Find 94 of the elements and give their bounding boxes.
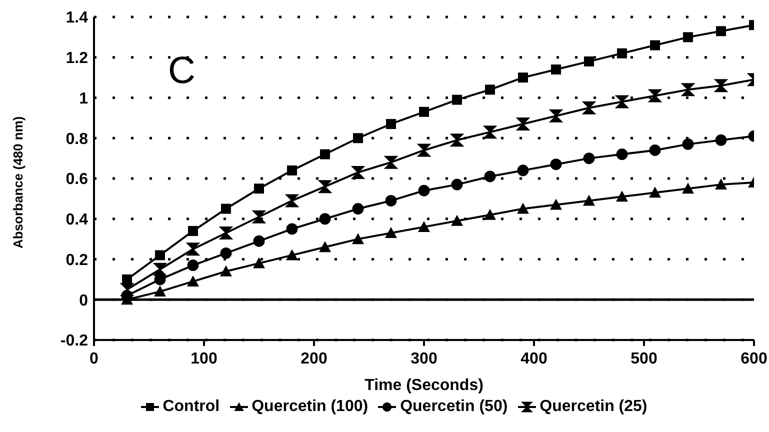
x-axis-title: Time (Seconds) — [364, 377, 484, 394]
point — [253, 235, 265, 247]
point — [517, 164, 529, 176]
point — [484, 208, 496, 220]
point — [451, 214, 463, 226]
y-tick-label: 0.8 — [66, 130, 88, 148]
point — [186, 242, 200, 256]
annotation: C — [168, 50, 196, 93]
y-tick-label: -0.2 — [60, 332, 88, 350]
point — [154, 286, 166, 297]
point — [254, 184, 264, 194]
point — [352, 166, 364, 179]
point — [352, 233, 364, 244]
legend-label: Quercetin (50) — [399, 398, 508, 416]
point — [319, 213, 331, 225]
x-tick-label: 200 — [300, 350, 328, 368]
legend-label: Quercetin (100) — [250, 398, 368, 416]
point — [155, 250, 165, 260]
point — [484, 126, 496, 139]
point — [550, 198, 562, 210]
point — [716, 26, 726, 36]
point — [649, 144, 661, 156]
point — [385, 194, 397, 206]
point — [154, 262, 166, 276]
point — [616, 190, 628, 202]
point — [120, 283, 134, 296]
point — [582, 101, 596, 114]
point — [187, 275, 199, 286]
point — [220, 226, 232, 240]
point — [682, 83, 694, 96]
point — [286, 194, 298, 208]
y-tick-label: 0.4 — [66, 212, 88, 229]
point — [715, 178, 727, 190]
y-tick-label: 1.4 — [66, 10, 88, 27]
y-tick-label: 1 — [79, 90, 88, 108]
legend-label: Control — [162, 398, 220, 416]
point — [452, 94, 462, 105]
point — [649, 186, 661, 198]
point — [583, 194, 595, 206]
x-tick-label: 100 — [190, 350, 218, 368]
x-tick-label: 500 — [630, 350, 658, 368]
y-tick-label: 0.6 — [66, 171, 88, 188]
point — [682, 182, 694, 194]
point — [352, 203, 364, 215]
point — [188, 226, 198, 236]
y-tick-label: 0.2 — [66, 252, 88, 269]
point — [221, 204, 231, 214]
point — [517, 202, 529, 214]
point — [715, 134, 727, 146]
point — [451, 178, 463, 190]
point — [252, 210, 266, 224]
point — [353, 133, 363, 144]
point — [616, 95, 628, 108]
point — [516, 117, 530, 130]
point — [648, 89, 662, 102]
point — [287, 165, 297, 176]
point — [286, 249, 298, 260]
point — [583, 152, 595, 164]
y-axis-title: Absorbance (480 nm) — [10, 116, 26, 248]
point — [714, 79, 728, 92]
point — [550, 158, 562, 170]
y-tick-label: 1.2 — [66, 50, 88, 68]
point — [551, 64, 561, 74]
legend-label: Quercetin (25) — [538, 398, 648, 416]
point — [584, 56, 594, 66]
point — [418, 144, 430, 157]
x-tick-label: 400 — [520, 350, 548, 368]
point — [286, 223, 298, 235]
point — [418, 184, 430, 196]
point — [318, 180, 332, 194]
point — [450, 134, 464, 147]
point — [187, 260, 199, 272]
point — [220, 247, 232, 259]
point — [683, 32, 693, 42]
point — [384, 156, 398, 169]
point — [616, 148, 628, 160]
point — [220, 265, 232, 276]
point — [253, 257, 265, 268]
point — [319, 241, 331, 252]
point — [682, 138, 694, 150]
point — [385, 227, 397, 238]
point — [386, 118, 396, 129]
point — [617, 48, 627, 58]
point — [418, 220, 430, 232]
point — [419, 106, 429, 117]
point — [320, 149, 330, 160]
x-tick-label: 600 — [740, 350, 768, 368]
point — [550, 109, 562, 122]
x-tick-label: 300 — [410, 350, 438, 368]
point — [484, 170, 496, 182]
point — [650, 40, 660, 50]
y-tick-label: 0 — [79, 292, 88, 310]
point — [518, 72, 528, 83]
point — [485, 84, 495, 95]
